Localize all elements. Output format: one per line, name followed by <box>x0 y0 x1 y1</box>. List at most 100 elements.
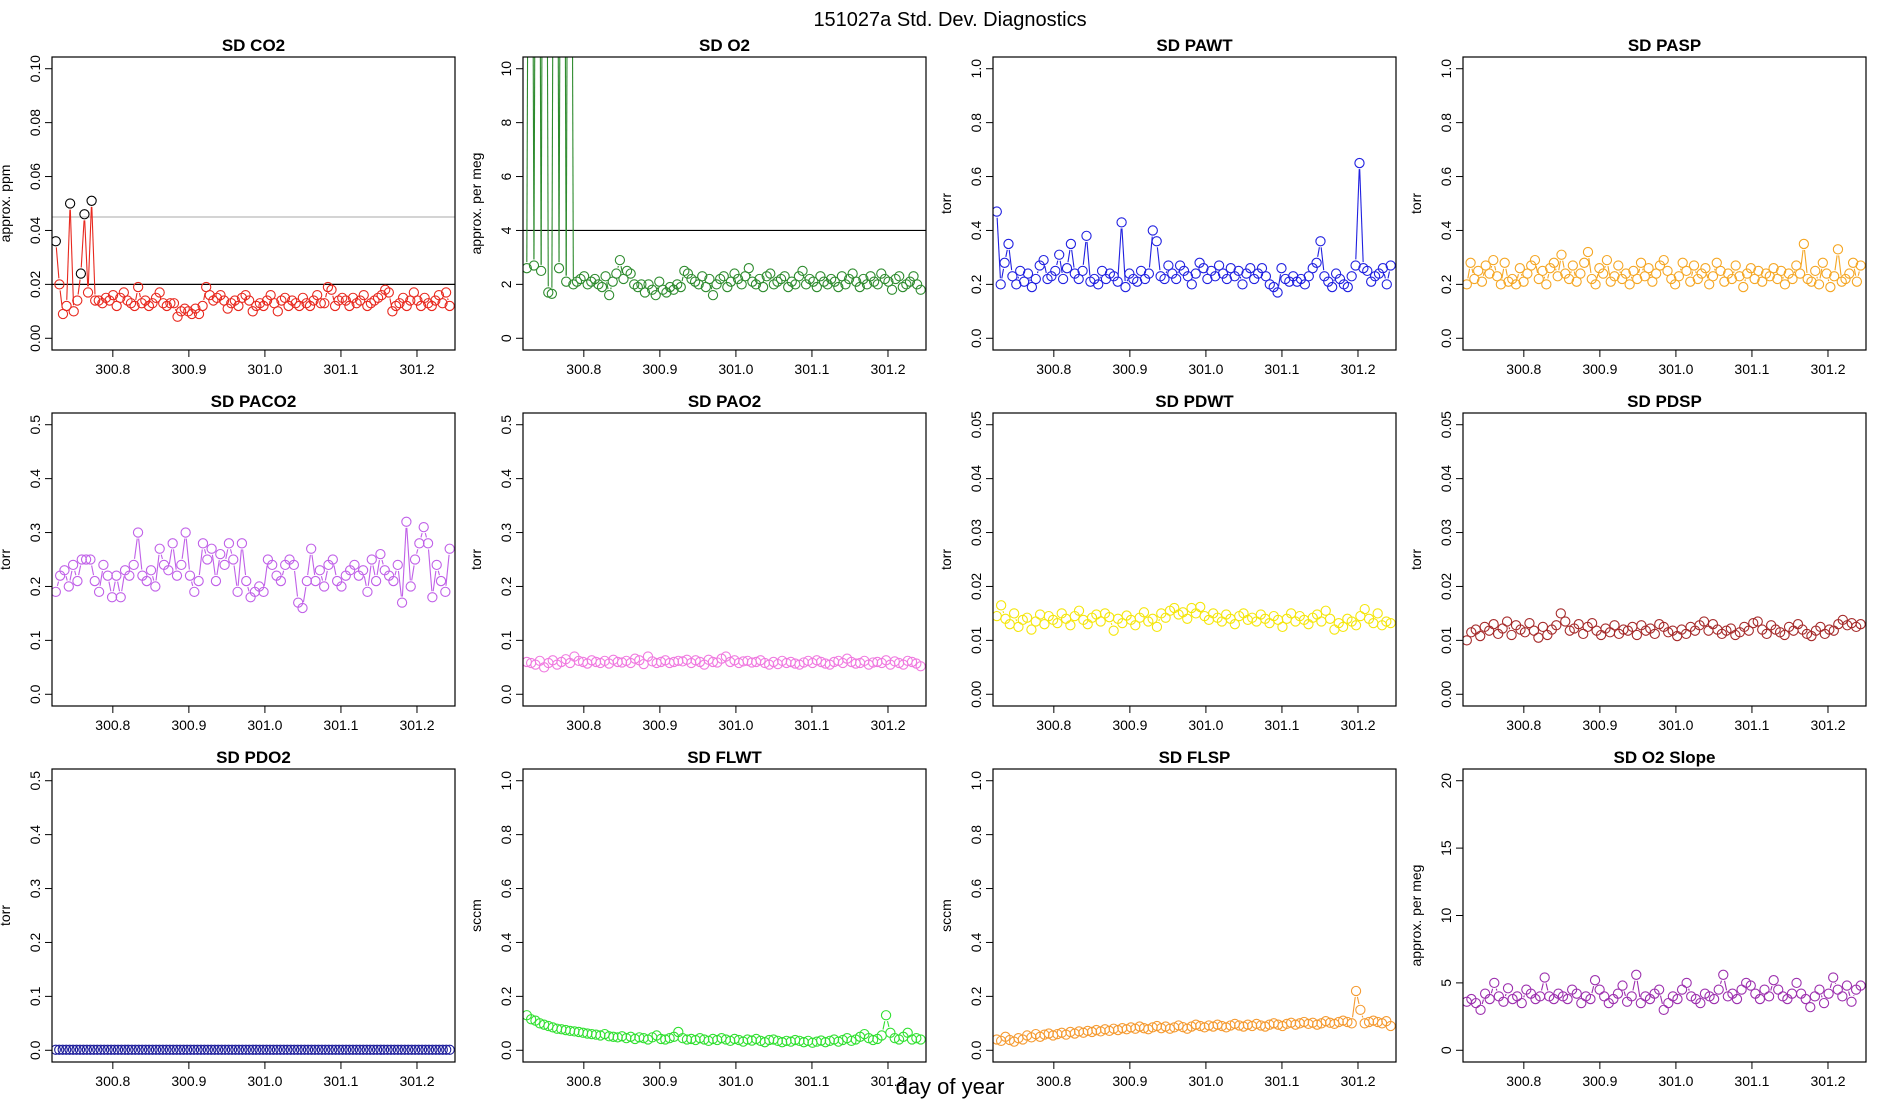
panel: SD PDWT torr 0.00 0.01 0.02 0.03 0.04 0.05 300.8… <box>938 392 1397 733</box>
data-point <box>911 1032 922 1044</box>
data-point <box>1065 238 1077 250</box>
data-point <box>215 290 226 301</box>
data-point <box>1225 263 1236 274</box>
y-axis-label: torr <box>1408 549 1424 570</box>
data-point <box>604 290 615 301</box>
data-point <box>361 1044 372 1055</box>
data-point <box>1346 271 1357 282</box>
data-layer <box>993 985 1396 1047</box>
series-segment <box>1333 279 1335 282</box>
data-point <box>289 1044 300 1055</box>
data-point <box>1143 268 1155 279</box>
data-point <box>568 279 579 290</box>
data-point <box>833 281 844 293</box>
series-segment <box>1638 268 1641 274</box>
data-point <box>199 1044 210 1055</box>
data-point <box>375 548 386 560</box>
data-point <box>327 1044 338 1055</box>
x-tick-label: 301.1 <box>1734 1073 1769 1089</box>
data-point <box>222 303 233 314</box>
series-segment <box>204 549 207 554</box>
data-point <box>1061 263 1073 274</box>
data-point <box>72 295 83 306</box>
data-point <box>168 298 180 309</box>
series-segment <box>1015 619 1018 622</box>
x-tick-label: 300.9 <box>1582 361 1617 377</box>
data-point <box>1817 257 1828 268</box>
data-point <box>396 1044 407 1055</box>
data-point <box>409 554 421 565</box>
series-segment <box>394 570 397 576</box>
series-segment <box>1029 279 1031 282</box>
data-layer <box>523 57 926 301</box>
data-point <box>164 1044 175 1055</box>
y-tick-label: 0.04 <box>968 465 984 492</box>
data-point <box>109 1044 120 1055</box>
data-point <box>382 1044 393 1055</box>
data-point <box>230 1044 241 1055</box>
data-point <box>1488 254 1499 266</box>
y-tick-label: 0.5 <box>27 771 43 791</box>
data-point <box>1320 605 1331 616</box>
series-segment <box>80 220 85 268</box>
data-point <box>1841 980 1853 991</box>
series-segment <box>311 554 316 576</box>
data-point <box>1077 265 1088 277</box>
series-segment <box>181 538 186 559</box>
data-point <box>571 276 583 287</box>
x-tick-label: 301.2 <box>1340 717 1375 733</box>
data-point <box>189 586 200 597</box>
y-tick-label: 0.1 <box>27 986 43 1006</box>
series-segment <box>1001 268 1005 279</box>
data-point <box>147 298 158 309</box>
data-point <box>761 271 772 282</box>
data-point <box>1221 273 1233 285</box>
series-segment <box>55 247 60 279</box>
series-segment <box>1056 260 1059 266</box>
data-point <box>1578 628 1589 640</box>
series-segment <box>397 570 402 597</box>
series-segment <box>294 570 299 597</box>
panel: SD PASP torr 0.0 0.2 0.4 0.6 0.8 1.0 300.8 300.9 3… <box>1408 36 1867 377</box>
data-point <box>1489 977 1500 989</box>
series-segment <box>1005 249 1008 257</box>
plot-frame <box>522 56 927 351</box>
data-point <box>1779 279 1791 290</box>
x-tick-label: 301.0 <box>718 1073 753 1089</box>
series-segment <box>155 554 160 581</box>
y-tick-label: 1.0 <box>498 771 514 791</box>
data-point <box>99 1044 110 1055</box>
data-point <box>301 298 312 309</box>
data-point <box>330 1044 341 1055</box>
series-segment <box>78 565 82 576</box>
data-point <box>244 1044 255 1055</box>
x-tick-label: 301.1 <box>1264 361 1299 377</box>
x-tick-label: 300.8 <box>1036 717 1071 733</box>
data-point <box>743 263 754 274</box>
series-segment <box>445 554 450 586</box>
data-point <box>1463 635 1472 646</box>
data-point <box>1844 268 1855 279</box>
data-point <box>88 1044 99 1055</box>
data-point <box>1003 238 1014 250</box>
data-point <box>1617 980 1628 991</box>
y-axis-label: sccm <box>938 899 954 932</box>
data-point <box>147 1044 158 1055</box>
series-segment <box>91 565 95 576</box>
data-point <box>202 1044 213 1055</box>
series-segment <box>1044 265 1047 274</box>
data-point <box>292 1044 303 1055</box>
data-point <box>1323 276 1334 287</box>
data-point <box>431 559 442 571</box>
data-point <box>115 592 126 603</box>
series-segment <box>1495 988 1498 991</box>
data-point <box>413 1044 424 1055</box>
series-segment <box>160 554 163 560</box>
y-tick-label: 20 <box>1438 773 1454 789</box>
data-point <box>1346 1018 1357 1029</box>
data-point <box>441 1044 452 1055</box>
data-point <box>894 271 905 282</box>
data-point <box>689 276 701 287</box>
data-point <box>1112 276 1123 287</box>
data-point <box>423 1044 435 1055</box>
